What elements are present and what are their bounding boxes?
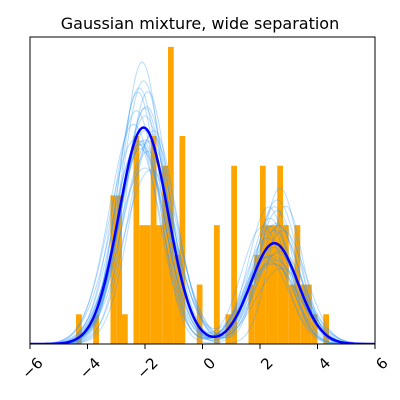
histogram-bar [214,225,220,344]
posterior-sample-curve [30,80,375,344]
histogram-bar [254,254,260,344]
posterior-sample-curve [30,140,375,344]
histogram-bar [277,165,283,344]
histogram-bar [231,165,237,344]
histogram-bar [139,225,145,344]
histogram-bar [76,314,82,344]
histogram-bar [288,284,295,344]
posterior-sample-curve [30,167,375,344]
histogram-bar [300,284,306,344]
x-tick-label: 6 [372,354,391,373]
histogram-bar [110,195,117,344]
histogram-bar [248,284,255,344]
histogram-bar [145,225,151,344]
posterior-sample-curve [30,61,375,344]
chart-title: Gaussian mixture, wide separation [61,14,339,33]
posterior-sample-curve [30,143,375,344]
mean-density-curve-group [30,126,375,344]
histogram-bar [196,284,203,344]
posterior-sample-curve [30,140,375,344]
histogram-bar [150,136,157,344]
histogram-bar [173,254,180,344]
histogram-bar [323,314,329,344]
x-tick-label: 0 [200,354,219,373]
histogram-bar [116,195,122,344]
histogram-bar [122,314,128,344]
posterior-sample-curve [30,139,375,344]
posterior-sample-curve [30,123,375,344]
posterior-sample-curve [30,107,375,344]
posterior-sample-curve [30,148,375,344]
histogram-bar [168,46,174,344]
posterior-sample-curve [30,133,375,344]
posterior-sample-curves [30,61,375,344]
histogram-bar [283,225,289,344]
x-tick-label: 4 [315,354,334,373]
histogram-bar [156,225,163,344]
histogram-bar [162,165,168,344]
histogram-bar [271,225,278,344]
posterior-sample-curve [30,130,375,344]
histogram-bar [133,136,140,344]
histogram-bar [179,136,186,344]
posterior-sample-curve [30,91,375,344]
histogram-bar [265,225,272,344]
histogram-bar [311,314,318,344]
histogram-bar [306,284,312,344]
x-tick-label: 2 [257,354,276,373]
mean-density-curve [30,126,375,344]
x-tick-label: −6 [18,354,46,382]
histogram-bar [93,314,99,344]
x-tick-label: −4 [76,354,104,382]
x-axis-ticks: −6 −4 −2 0 2 4 6 [18,344,392,382]
x-tick-label: −2 [133,354,161,382]
